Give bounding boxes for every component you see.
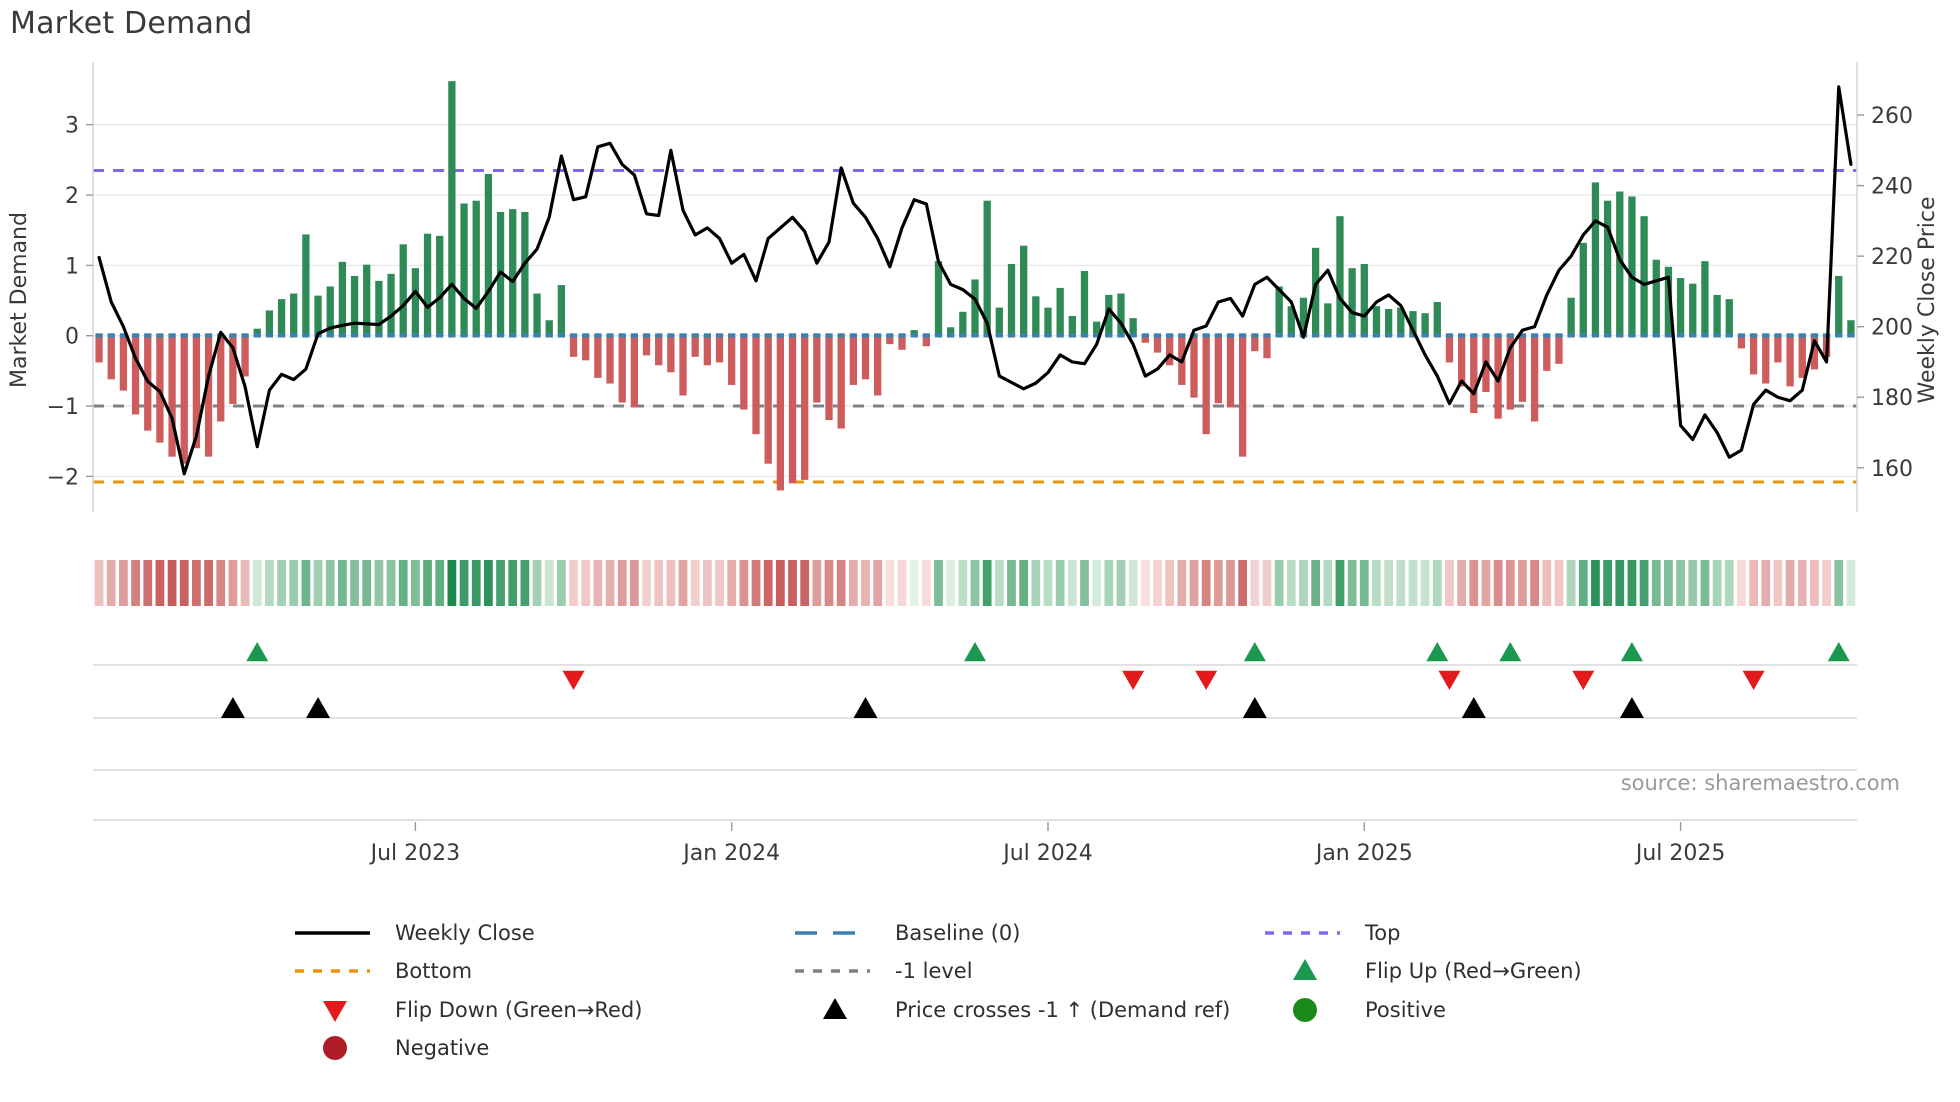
right-tick-label: 180: [1871, 386, 1913, 411]
weekly-close-line: [97, 85, 1853, 476]
flip-up-marker: [246, 642, 269, 662]
x-tick-label: Jan 2025: [1314, 841, 1413, 866]
left-tick-label: 3: [65, 114, 79, 139]
right-tick-label: 200: [1871, 316, 1913, 341]
flip-down-marker: [1195, 670, 1218, 690]
legend-label: Positive: [1365, 998, 1446, 1022]
x-tick-label: Jul 2023: [369, 841, 461, 866]
legend-label: Top: [1364, 921, 1400, 945]
legend-label: Price crosses -1 ↑ (Demand ref): [895, 998, 1230, 1022]
legend-item[interactable]: Baseline (0): [795, 921, 1020, 945]
legend-label: Bottom: [395, 959, 472, 983]
legend-triangle-up-icon: [823, 998, 847, 1019]
right-tick-label: 160: [1871, 457, 1913, 482]
legend-item[interactable]: -1 level: [795, 959, 973, 983]
legend-item[interactable]: Price crosses -1 ↑ (Demand ref): [823, 998, 1230, 1022]
flip-down-marker: [562, 670, 585, 690]
legend-item[interactable]: Top: [1265, 921, 1400, 945]
x-tick-label: Jan 2024: [681, 841, 780, 866]
legend-label: Weekly Close: [395, 921, 535, 945]
flip-down-marker: [1572, 670, 1595, 690]
flip-down-marker: [1438, 670, 1461, 690]
signal-markers: [93, 642, 1857, 821]
reference-lines: [93, 168, 1857, 484]
price-cross-marker: [306, 697, 331, 718]
right-tick-label: 240: [1871, 175, 1913, 200]
left-tick-label: 2: [65, 184, 79, 209]
price-cross-marker: [853, 697, 878, 718]
left-axis: 3 2 1 0 −1 −2: [47, 62, 94, 512]
flip-up-marker: [1426, 642, 1449, 662]
demand-intensity-strip: [94, 560, 1856, 606]
flip-up-marker: [1243, 642, 1266, 662]
left-tick-label: −1: [47, 395, 79, 420]
legend-item[interactable]: Weekly Close: [295, 921, 535, 945]
right-tick-label: 220: [1871, 245, 1913, 270]
flip-down-marker: [1122, 670, 1145, 690]
right-axis-label: Weekly Close Price: [1915, 197, 1940, 404]
x-tick-label: Jul 2025: [1634, 841, 1726, 866]
legend-item[interactable]: Negative: [323, 1036, 489, 1060]
price-cross-marker: [1242, 697, 1267, 718]
legend-triangle-down-icon: [323, 1001, 347, 1022]
price-cross-marker: [220, 697, 245, 718]
legend-item[interactable]: Flip Up (Red→Green): [1293, 959, 1582, 983]
legend-label: Flip Up (Red→Green): [1365, 959, 1582, 983]
source-watermark: source: sharemaestro.com: [1621, 771, 1900, 795]
demand-bars: [95, 81, 1855, 491]
flip-up-marker: [1827, 642, 1850, 662]
legend-label: Flip Down (Green→Red): [395, 998, 642, 1022]
right-tick-label: 260: [1871, 104, 1913, 129]
left-tick-label: 0: [65, 325, 79, 350]
legend-item[interactable]: Bottom: [295, 959, 472, 983]
baseline-caps: [95, 333, 1855, 338]
legend-label: -1 level: [895, 959, 973, 983]
flip-up-marker: [964, 642, 986, 662]
legend-triangle-up-icon: [1293, 959, 1317, 980]
chart-legend: Weekly Close Baseline (0) Top Bottom -1 leve…: [295, 921, 1582, 1060]
left-tick-label: 1: [65, 254, 79, 279]
flip-up-marker: [1620, 642, 1643, 662]
legend-item[interactable]: Flip Down (Green→Red): [323, 998, 642, 1022]
x-tick-label: Jul 2024: [1001, 841, 1093, 866]
right-axis: 260 240 220 200 180 160: [1856, 62, 1913, 512]
price-cross-marker: [1461, 697, 1486, 718]
left-tick-label: −2: [47, 465, 79, 490]
x-axis: Jul 2023 Jan 2024 Jul 2024 Jan 2025 Jul 2025: [369, 822, 1726, 866]
flip-down-marker: [1742, 670, 1765, 690]
page-title: Market Demand: [10, 6, 253, 41]
left-axis-label: Market Demand: [7, 212, 32, 388]
legend-label: Negative: [395, 1036, 489, 1060]
price-cross-marker: [1619, 697, 1644, 718]
legend-label: Baseline (0): [895, 921, 1020, 945]
legend-item[interactable]: Positive: [1293, 998, 1446, 1022]
flip-up-marker: [1499, 642, 1522, 662]
